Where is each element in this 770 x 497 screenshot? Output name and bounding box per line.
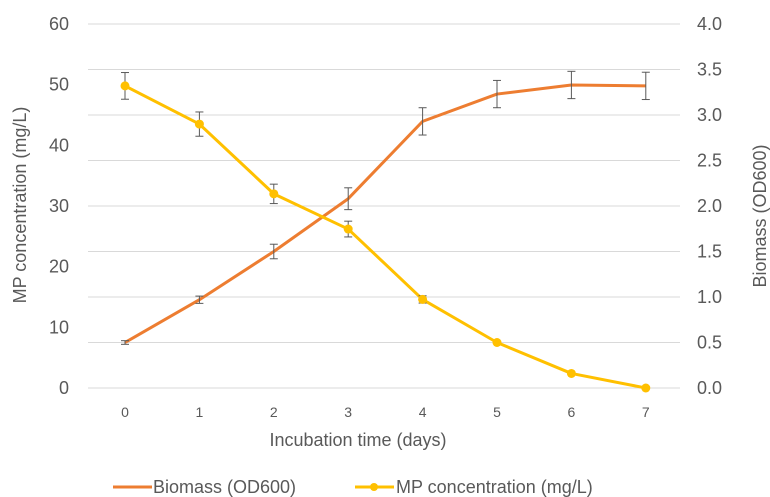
error-bar <box>567 70 576 100</box>
y-left-tick-label: 0 <box>59 378 69 398</box>
y-left-tick-label: 40 <box>49 135 69 155</box>
legend-label-mp-concentration: MP concentration (mg/L) <box>396 477 593 497</box>
y-left-tick-label: 10 <box>49 317 69 337</box>
gridlines <box>88 23 680 343</box>
legend-marker-mp-concentration <box>370 483 378 491</box>
error-bar <box>195 295 204 304</box>
y-left-tick-label: 30 <box>49 196 69 216</box>
legend-item-mp-concentration: MP concentration (mg/L) <box>355 477 593 497</box>
x-axis-title: Incubation time (days) <box>269 430 446 450</box>
data-point <box>418 294 428 304</box>
tick-labels: 01020304050600.00.51.01.52.02.53.03.54.0… <box>49 14 722 420</box>
series-mp-concentration <box>120 72 651 393</box>
data-point <box>641 383 651 393</box>
x-tick-label: 1 <box>196 404 204 420</box>
legend: Biomass (OD600) MP concentration (mg/L) <box>113 477 593 497</box>
y-right-tick-label: 1.0 <box>697 287 722 307</box>
x-tick-label: 7 <box>642 404 650 420</box>
y-left-tick-label: 60 <box>49 14 69 34</box>
y-left-tick-label: 20 <box>49 257 69 277</box>
error-bar <box>641 71 650 101</box>
x-tick-label: 3 <box>344 404 352 420</box>
y-right-tick-label: 0.0 <box>697 378 722 398</box>
series-line <box>124 83 646 344</box>
data-point <box>566 368 576 378</box>
data-point <box>343 224 353 234</box>
y-right-tick-label: 4.0 <box>697 14 722 34</box>
legend-item-biomass: Biomass (OD600) <box>113 477 296 497</box>
data-point <box>194 119 204 129</box>
data-point <box>120 81 130 91</box>
y-right-tick-label: 3.5 <box>697 60 722 80</box>
error-bar <box>344 187 353 211</box>
y-right-tick-label: 2.0 <box>697 196 722 216</box>
x-tick-label: 2 <box>270 404 278 420</box>
series-layer <box>120 70 651 393</box>
y-left-tick-label: 50 <box>49 75 69 95</box>
error-bar <box>121 340 129 345</box>
x-tick-label: 6 <box>568 404 576 420</box>
error-bar <box>269 243 278 260</box>
y-right-tick-label: 0.5 <box>697 333 722 353</box>
data-point <box>269 189 279 199</box>
series-biomass <box>121 70 650 345</box>
y-right-tick-label: 1.5 <box>697 242 722 262</box>
error-bar <box>418 107 427 136</box>
legend-label-biomass: Biomass (OD600) <box>153 477 296 497</box>
series-line <box>124 84 647 390</box>
data-point <box>492 338 502 347</box>
y-right-tick-label: 2.5 <box>697 151 722 171</box>
x-tick-label: 4 <box>419 404 427 420</box>
x-tick-label: 5 <box>493 404 501 420</box>
y-axis-left-title: MP concentration (mg/L) <box>10 107 30 304</box>
error-bar <box>493 79 501 109</box>
y-right-tick-label: 3.0 <box>697 105 722 125</box>
x-tick-label: 0 <box>121 404 129 420</box>
y-axis-right-title: Biomass (OD600) <box>750 144 770 287</box>
